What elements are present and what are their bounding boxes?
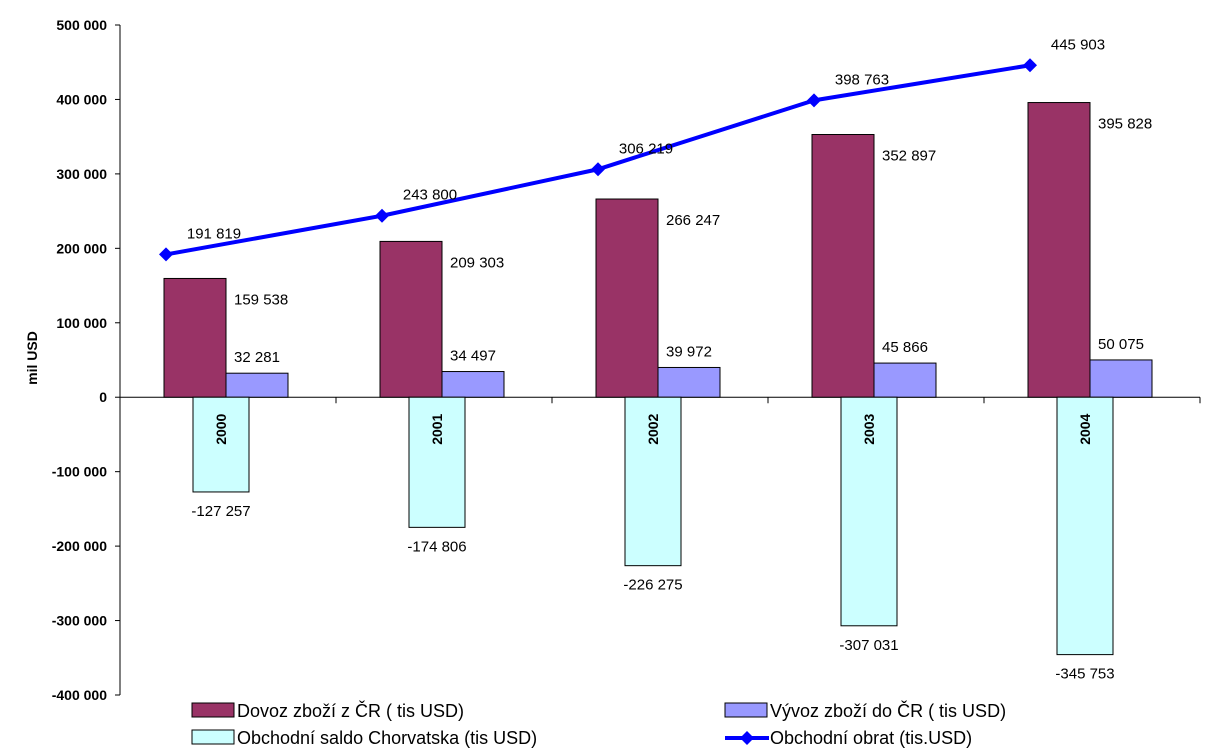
data-label-balance: -226 275 — [623, 577, 682, 594]
y-axis-label: mil USD — [24, 331, 40, 385]
legend-swatch — [191, 729, 235, 745]
axes: 500 000 400 000 300 000 200 000 100 000 0 -100… — [52, 17, 1201, 703]
legend-label: Dovoz zboží z ČR ( tis USD) — [237, 700, 464, 721]
bar-balance — [192, 396, 250, 493]
bar-import — [379, 240, 443, 398]
legend-swatch — [191, 702, 235, 718]
y-tick-label: 0 — [99, 389, 107, 405]
y-tick-label: -400 000 — [52, 687, 107, 703]
legend-label: Obchodní saldo Chorvatska (tis USD) — [237, 728, 537, 748]
bar-balance — [840, 396, 898, 627]
bar-export — [657, 366, 721, 398]
line-marker — [807, 93, 821, 108]
x-tick-label: 2001 — [429, 413, 445, 444]
y-tick-label: 100 000 — [56, 315, 107, 331]
data-label-export: 45 866 — [882, 339, 928, 356]
bar-balance — [408, 396, 466, 528]
bar-export — [873, 362, 937, 398]
data-label-total: 191 819 — [187, 225, 241, 242]
data-label-total: 398 763 — [835, 71, 889, 88]
data-label-import: 266 247 — [666, 212, 720, 229]
line-series — [159, 58, 1037, 262]
bar-import — [1027, 102, 1091, 398]
bar-balance — [1056, 396, 1114, 656]
data-label-import: 352 897 — [882, 148, 936, 165]
data-label-total: 243 800 — [403, 187, 457, 204]
data-labels: 2000 159 538 32 281 -127 257 191 819 2001 209 … — [187, 36, 1152, 682]
data-label-balance: -174 806 — [407, 538, 466, 555]
legend-swatch — [724, 702, 768, 718]
bar-export — [225, 372, 289, 398]
data-label-export: 34 497 — [450, 348, 496, 365]
data-label-import: 159 538 — [234, 291, 288, 308]
data-label-balance: -127 257 — [191, 503, 250, 520]
bar-export — [1089, 359, 1153, 398]
legend-label: Obchodní obrat (tis.USD) — [770, 728, 972, 748]
line-marker — [591, 162, 605, 177]
bar-balance — [624, 396, 682, 567]
y-tick-label: -300 000 — [52, 613, 107, 629]
legend: Dovoz zboží z ČR ( tis USD) Vývoz zboží d… — [191, 700, 1006, 748]
line-marker — [159, 247, 173, 262]
y-tick-label: 400 000 — [56, 91, 107, 107]
data-label-balance: -307 031 — [839, 637, 898, 654]
y-tick-label: -200 000 — [52, 538, 107, 554]
legend-marker — [740, 731, 754, 745]
legend-label: Vývoz zboží do ČR ( tis USD) — [770, 700, 1006, 721]
bar-export — [441, 371, 505, 398]
data-label-export: 50 075 — [1098, 336, 1144, 353]
data-label-import: 395 828 — [1098, 116, 1152, 133]
line-marker — [375, 208, 389, 223]
bar-import — [595, 198, 659, 398]
x-tick-label: 2000 — [213, 413, 229, 444]
x-tick-label: 2002 — [645, 413, 661, 444]
data-label-total: 445 903 — [1051, 36, 1105, 53]
y-tick-label: -100 000 — [52, 464, 107, 480]
data-label-total: 306 219 — [619, 140, 673, 157]
data-label-export: 32 281 — [234, 349, 280, 366]
data-label-export: 39 972 — [666, 343, 712, 360]
x-tick-label: 2004 — [1077, 413, 1093, 444]
y-tick-label: 200 000 — [56, 240, 107, 256]
bar-import — [811, 134, 875, 398]
x-tick-label: 2003 — [861, 413, 877, 444]
data-label-balance: -345 753 — [1055, 666, 1114, 683]
data-label-import: 209 303 — [450, 254, 504, 271]
line-marker — [1023, 58, 1037, 73]
y-tick-label: 300 000 — [56, 166, 107, 182]
bar-import — [163, 277, 227, 398]
y-tick-label: 500 000 — [56, 17, 107, 33]
bars — [163, 102, 1153, 656]
